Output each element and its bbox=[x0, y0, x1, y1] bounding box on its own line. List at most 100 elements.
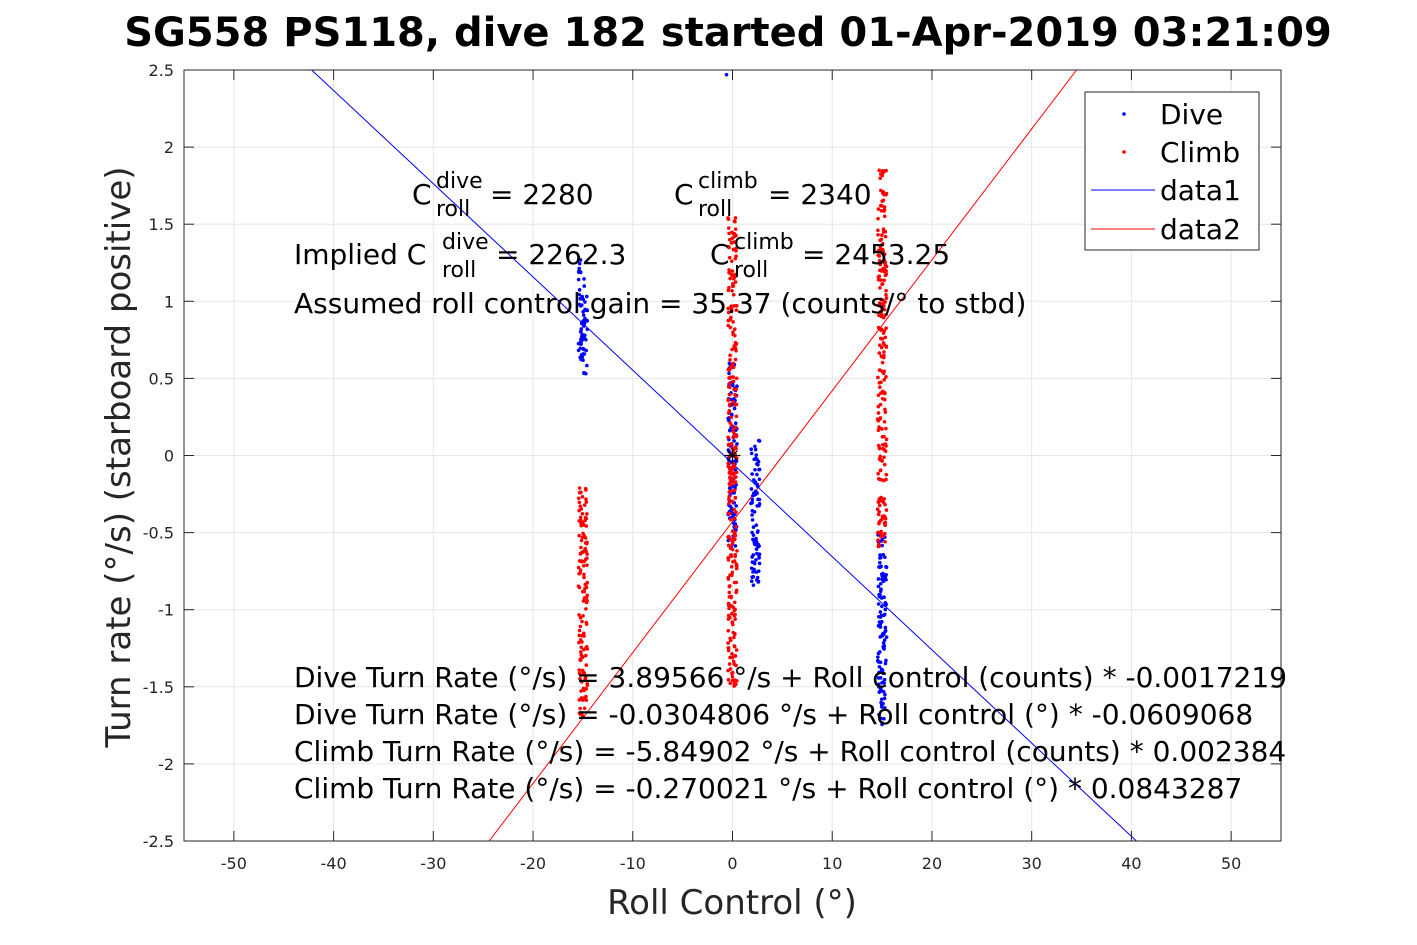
point-climb bbox=[877, 343, 882, 348]
point-climb bbox=[882, 419, 887, 424]
point-dive bbox=[581, 297, 586, 302]
point-climb bbox=[732, 387, 737, 392]
point-dive bbox=[583, 316, 587, 321]
point-climb bbox=[878, 468, 883, 473]
y-tick-label: 2 bbox=[164, 138, 174, 157]
point-climb bbox=[733, 533, 738, 538]
point-dive bbox=[879, 716, 883, 721]
point-dive bbox=[882, 716, 886, 721]
point-climb bbox=[732, 608, 736, 613]
point-dive bbox=[749, 501, 753, 506]
point-climb bbox=[734, 249, 738, 253]
point-climb bbox=[884, 293, 888, 297]
point-climb bbox=[582, 549, 587, 553]
point-climb bbox=[877, 301, 882, 306]
implied-dive-prefix: Implied C bbox=[294, 238, 426, 271]
point-climb bbox=[729, 465, 734, 470]
point-climb bbox=[580, 633, 584, 638]
point-climb bbox=[583, 541, 588, 545]
point-dive bbox=[577, 292, 582, 297]
origin-marker bbox=[724, 447, 741, 464]
point-climb bbox=[877, 425, 881, 429]
point-climb bbox=[884, 272, 889, 276]
point-dive bbox=[752, 457, 756, 462]
point-climb bbox=[580, 619, 584, 624]
point-dive bbox=[733, 421, 738, 426]
point-dive bbox=[576, 277, 581, 282]
point-dive bbox=[876, 655, 880, 659]
point-climb bbox=[727, 231, 731, 236]
point-climb bbox=[734, 510, 738, 514]
point-dive bbox=[732, 406, 737, 411]
point-dive bbox=[750, 575, 754, 580]
point-climb bbox=[876, 393, 881, 398]
point-dive bbox=[577, 302, 582, 307]
point-climb bbox=[733, 445, 738, 449]
point-dive bbox=[578, 258, 583, 262]
point-climb bbox=[734, 308, 739, 312]
point-dive bbox=[751, 525, 756, 529]
point-dive bbox=[582, 277, 586, 281]
point-climb bbox=[583, 695, 587, 700]
point-dive bbox=[579, 327, 584, 331]
point-dive bbox=[752, 567, 756, 572]
x-tick-label: -20 bbox=[520, 854, 546, 873]
point-dive bbox=[582, 352, 587, 356]
point-climb bbox=[884, 264, 889, 269]
point-climb bbox=[584, 653, 588, 658]
c-dive-symbol: C bbox=[412, 178, 432, 211]
point-climb bbox=[578, 676, 582, 681]
point-climb bbox=[583, 675, 588, 680]
point-climb bbox=[729, 442, 734, 446]
point-climb bbox=[727, 590, 732, 595]
point-climb bbox=[729, 315, 733, 320]
point-climb bbox=[728, 353, 732, 358]
point-dive bbox=[880, 668, 885, 673]
point-climb bbox=[576, 496, 581, 501]
point-climb bbox=[577, 633, 582, 638]
point-climb bbox=[881, 247, 885, 252]
point-dive bbox=[755, 491, 759, 495]
implied-dive-subscript: roll bbox=[442, 258, 476, 283]
point-climb bbox=[583, 486, 588, 491]
point-dive bbox=[582, 370, 586, 375]
point-climb bbox=[883, 410, 888, 414]
equation-climb-degrees: Climb Turn Rate (°/s) = -0.270021 °/s + … bbox=[294, 772, 1242, 805]
x-tick-label: 0 bbox=[727, 854, 737, 873]
point-dive bbox=[579, 321, 584, 326]
point-climb bbox=[730, 499, 734, 504]
c-climb-subscript: roll bbox=[698, 197, 732, 222]
point-climb bbox=[583, 586, 587, 591]
point-climb bbox=[733, 256, 738, 261]
point-climb bbox=[733, 617, 737, 621]
point-climb bbox=[882, 434, 886, 439]
point-climb bbox=[880, 233, 884, 237]
point-climb bbox=[881, 170, 886, 175]
point-dive bbox=[577, 266, 582, 271]
point-climb bbox=[876, 228, 880, 233]
point-climb bbox=[730, 678, 735, 683]
point-dive bbox=[877, 560, 882, 565]
point-climb bbox=[580, 680, 584, 684]
point-climb bbox=[734, 425, 738, 430]
point-dive bbox=[584, 337, 588, 342]
point-climb bbox=[726, 603, 731, 608]
c-dive-superscript: dive bbox=[436, 169, 483, 194]
point-climb bbox=[727, 408, 732, 413]
point-climb bbox=[730, 288, 734, 293]
point-climb bbox=[727, 381, 732, 385]
y-tick-label: -2.5 bbox=[143, 832, 174, 851]
point-dive bbox=[757, 552, 762, 557]
point-climb bbox=[727, 471, 732, 475]
point-climb bbox=[577, 508, 581, 513]
point-climb bbox=[733, 393, 737, 397]
point-climb bbox=[729, 553, 734, 557]
point-climb bbox=[577, 486, 582, 490]
point-dive bbox=[732, 439, 736, 443]
point-climb bbox=[880, 497, 885, 502]
point-dive bbox=[876, 577, 881, 581]
point-dive bbox=[884, 635, 889, 639]
equation-climb-counts: Climb Turn Rate (°/s) = -5.84902 °/s + R… bbox=[294, 735, 1286, 768]
point-dive bbox=[578, 346, 583, 351]
point-climb bbox=[577, 613, 581, 617]
